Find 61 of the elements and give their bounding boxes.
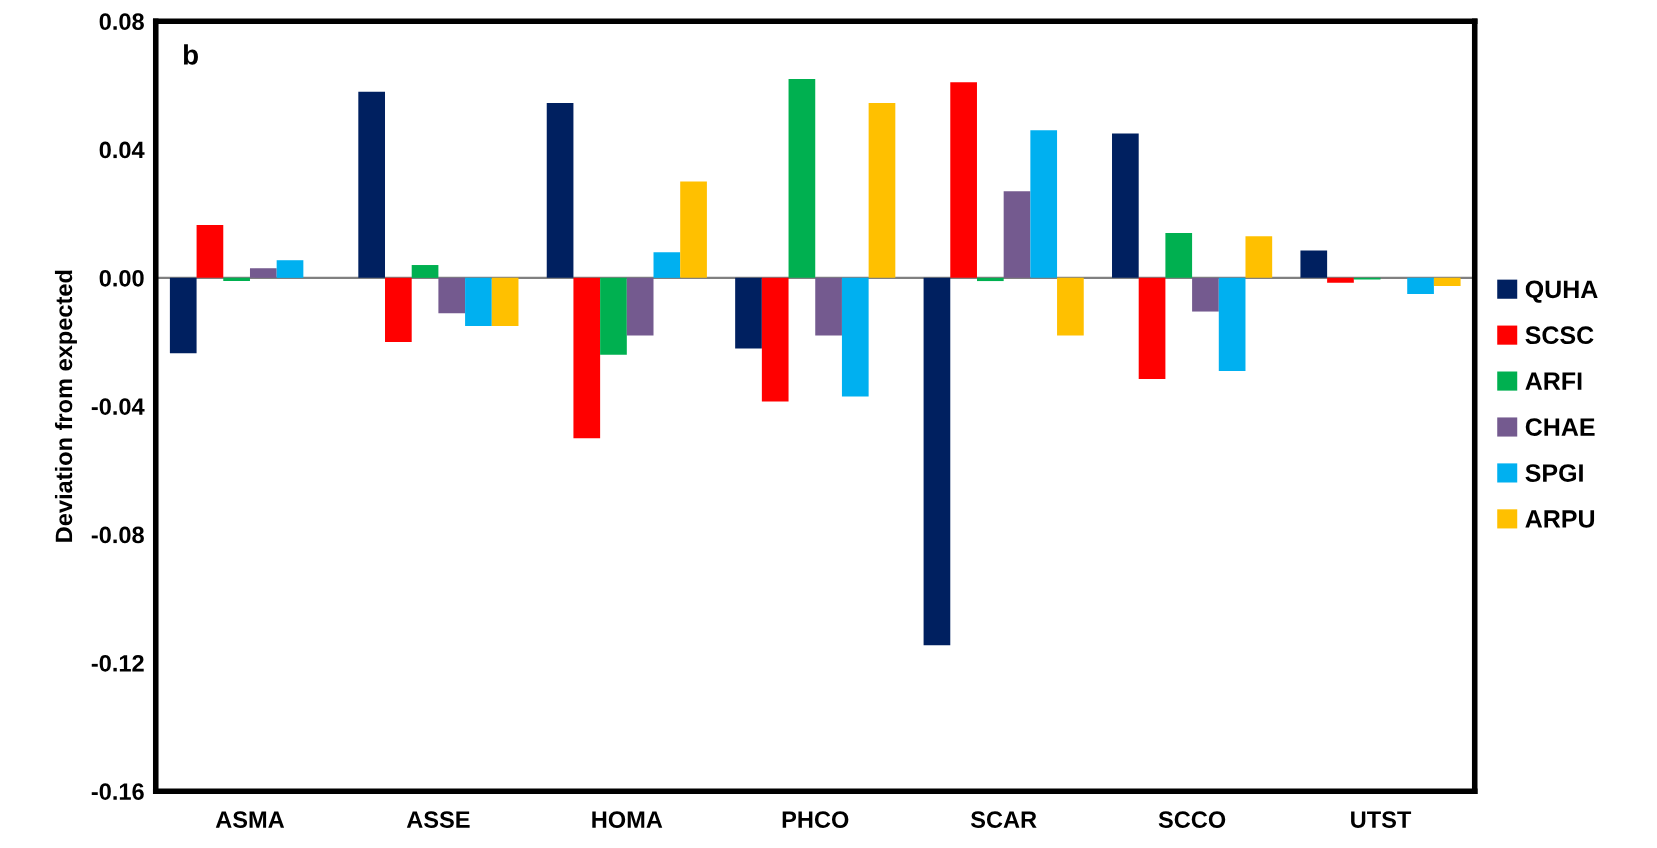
y-tick-label: -0.12 [91,654,144,672]
bar [1327,277,1354,283]
bar [1165,232,1193,278]
bar [1112,133,1139,278]
bar [923,277,951,646]
bar [1218,277,1246,371]
x-tick-label: ASMA [215,811,285,828]
bar [680,181,707,278]
bar [491,277,519,326]
legend-label: SCSC [1525,326,1594,345]
bar [223,277,250,282]
y-tick-label: 0.00 [99,269,144,287]
bar [249,268,277,278]
bar [815,277,842,336]
legend-label: CHAE [1525,418,1595,436]
bar [276,260,304,278]
bar [868,103,896,278]
y-axis-title: Deviation from expected [54,270,77,542]
x-tick-label: SCAR [970,811,1037,828]
y-tick-label: -0.16 [91,783,144,800]
y-tick-label: -0.08 [91,526,144,544]
bar [196,224,224,278]
bar [626,277,654,336]
bar [1057,277,1084,336]
bar [976,277,1004,282]
bar [385,277,412,343]
bar [411,265,439,278]
x-tick-label: HOMA [592,811,663,828]
legend-label: ARFI [1525,372,1582,390]
bar [841,277,869,397]
bar [1245,236,1273,278]
bar [1192,277,1219,312]
legend-label: SPGI [1525,464,1583,482]
bar [438,277,466,314]
bar [735,277,762,349]
bar [573,277,601,439]
bar [600,277,627,355]
bar [761,277,789,402]
bar [653,252,681,278]
bar [1300,250,1328,278]
y-tick-label: -0.04 [91,398,145,415]
x-tick-label: UTST [1351,811,1412,828]
bar [169,277,197,354]
bar [950,82,977,278]
annotation: b [183,44,198,65]
x-tick-label: PHCO [782,811,849,828]
bar [1003,191,1031,278]
x-tick-label: SCCO [1158,811,1226,828]
legend-label: ARPU [1525,510,1595,528]
bar [1433,277,1461,286]
bar [1138,277,1166,379]
x-tick-label: ASSE [406,811,470,828]
bar [358,91,386,278]
bar [788,78,816,278]
y-tick-label: 0.04 [99,141,145,159]
bar [546,103,574,278]
bar [465,277,492,326]
bar [1407,277,1434,294]
bar [1030,130,1058,278]
legend-label: QUHA [1525,280,1598,303]
y-tick-label: 0.08 [99,13,144,30]
